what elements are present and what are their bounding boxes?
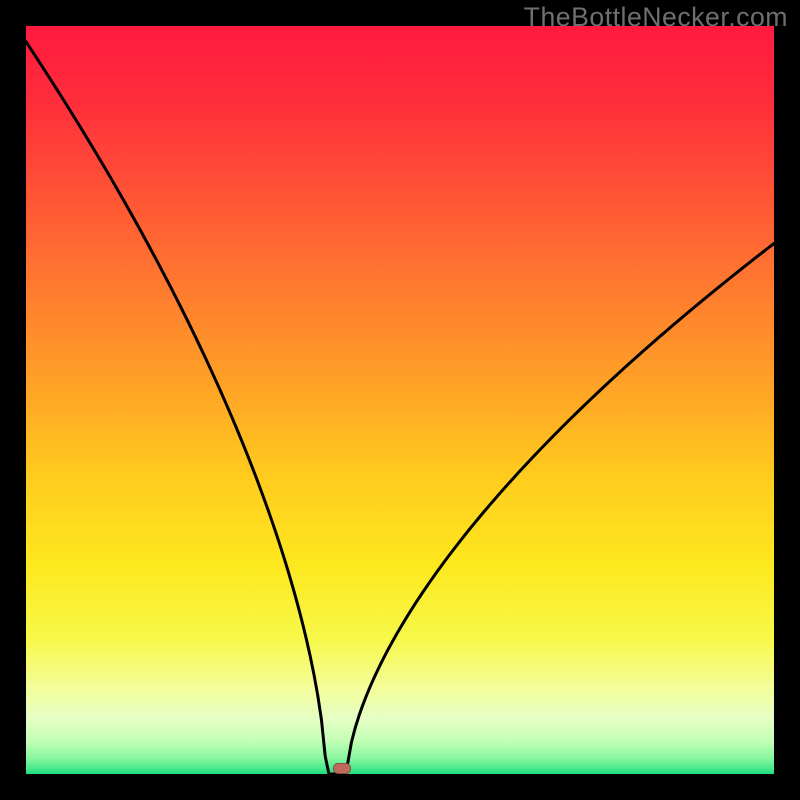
bottleneck-curve bbox=[26, 26, 774, 774]
chart-frame: TheBottleNecker.com bbox=[0, 0, 800, 800]
watermark-text: TheBottleNecker.com bbox=[524, 2, 788, 33]
plot-area bbox=[26, 26, 774, 774]
optimum-marker bbox=[333, 763, 351, 774]
